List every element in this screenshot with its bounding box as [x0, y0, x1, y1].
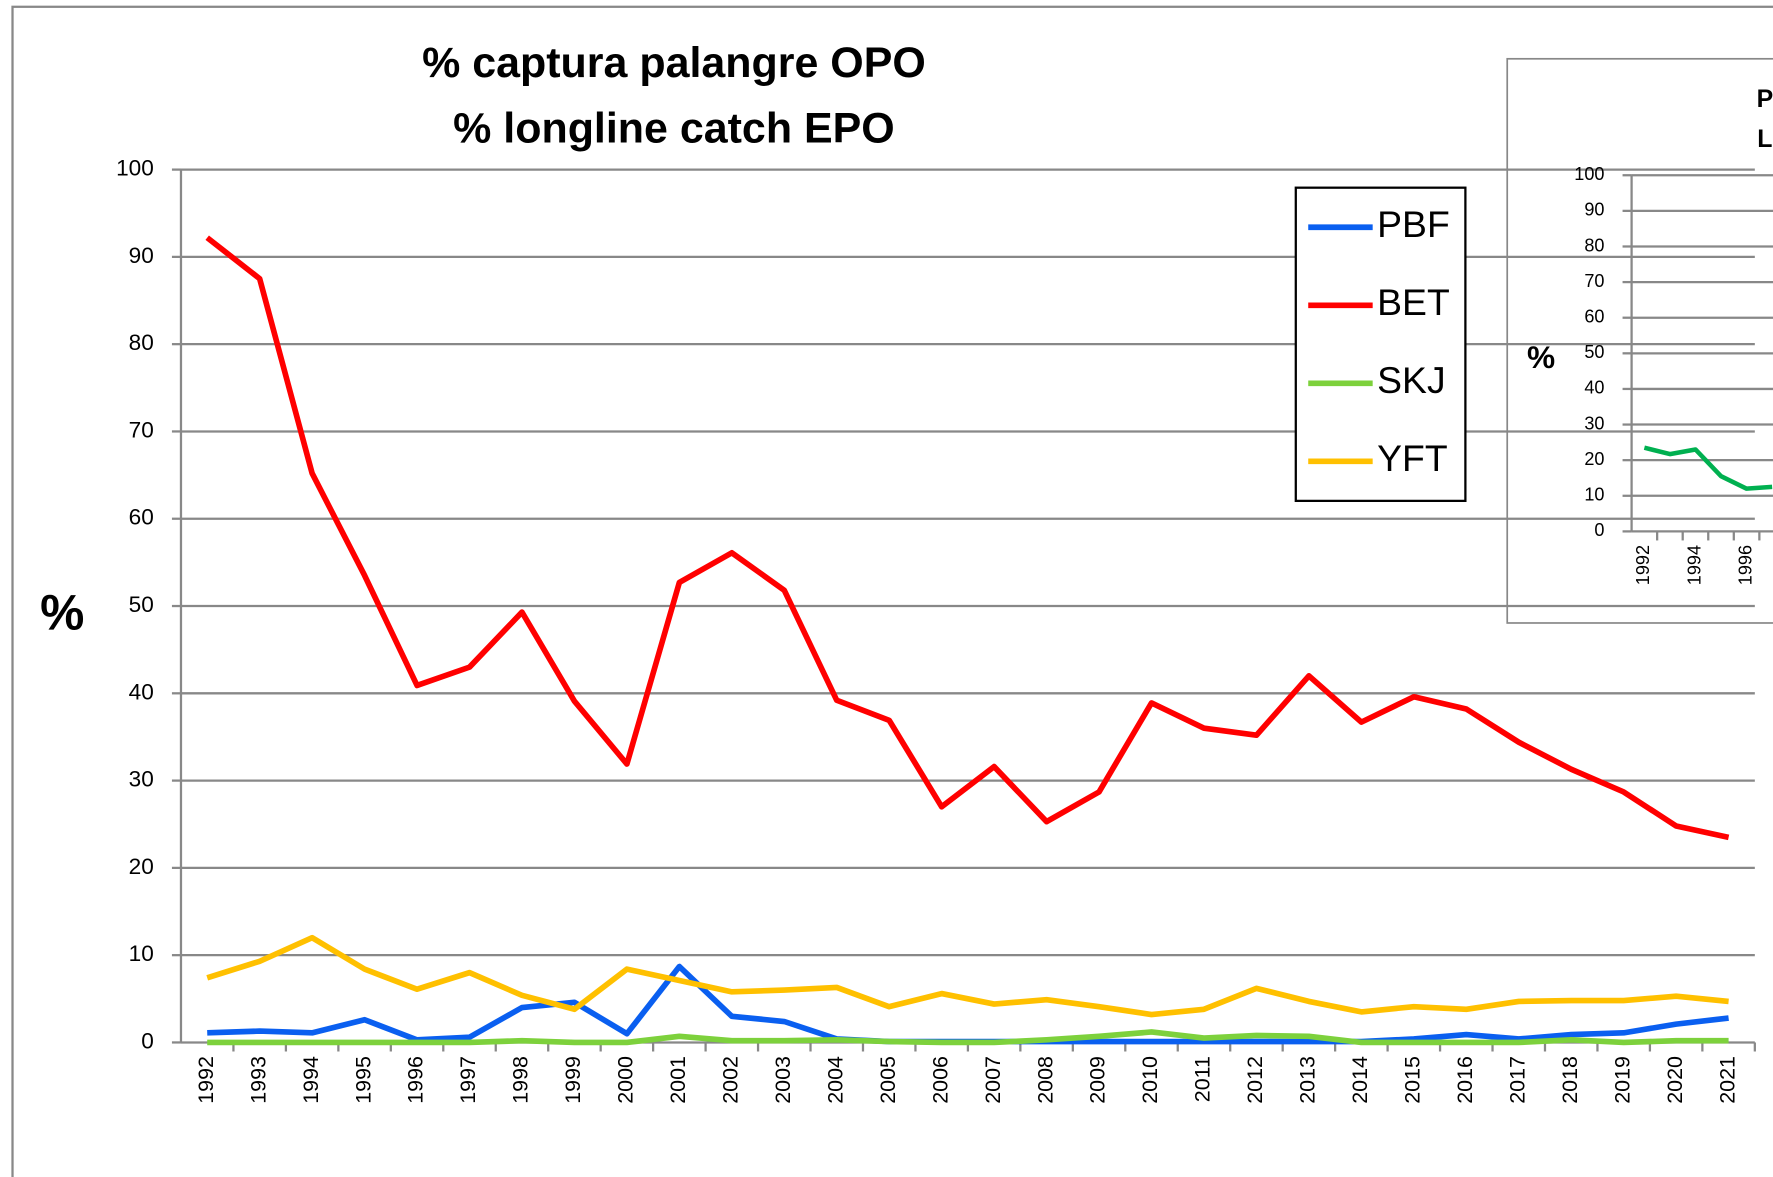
y-tick-label: 100	[1574, 164, 1604, 184]
x-tick-label: 1994	[1684, 545, 1704, 585]
y-tick-label: 0	[141, 1028, 154, 1053]
y-tick-label: 50	[1584, 342, 1604, 362]
x-tick-label: 2019	[1610, 1056, 1634, 1104]
x-tick-label: 2003	[771, 1056, 795, 1104]
x-tick-label: 2004	[823, 1056, 847, 1104]
series-line	[205, 235, 1730, 841]
legend-label: BET	[1377, 281, 1450, 323]
series-line	[206, 934, 1729, 1018]
y-tick-label: 40	[1584, 378, 1604, 398]
legend-label: YFT	[1377, 437, 1447, 479]
y-axis-label: %	[1527, 339, 1555, 375]
x-tick-label: 1996	[404, 1056, 428, 1104]
x-tick-label: 2008	[1033, 1056, 1057, 1104]
y-tick-label: 30	[129, 767, 154, 792]
legend-label: PBF	[1377, 203, 1450, 245]
x-tick-label: 2012	[1243, 1056, 1267, 1104]
x-tick-label: 2018	[1558, 1056, 1582, 1104]
legend-label: SKJ	[1377, 359, 1445, 401]
y-tick-label: 10	[1584, 485, 1604, 505]
x-tick-label: 2021	[1715, 1056, 1739, 1104]
chart-title: % captura palangre OPO	[422, 39, 926, 87]
x-tick-label: 2014	[1348, 1056, 1372, 1104]
chart-title: % longline catch EPO	[453, 104, 895, 152]
x-tick-label: 1996	[1735, 545, 1755, 585]
y-tick-label: 20	[1584, 449, 1604, 469]
x-tick-label: 1994	[299, 1056, 323, 1104]
x-tick-label: 2020	[1663, 1056, 1687, 1104]
x-tick-label: 2000	[614, 1056, 638, 1104]
y-tick-label: 100	[116, 156, 154, 181]
x-tick-label: 2007	[981, 1056, 1005, 1104]
x-tick-label: 2015	[1401, 1056, 1425, 1104]
x-tick-label: 1993	[246, 1056, 270, 1104]
y-tick-label: 90	[129, 243, 154, 268]
y-tick-label: 70	[129, 417, 154, 442]
x-tick-label: 2005	[876, 1056, 900, 1104]
x-tick-label: 1992	[1633, 545, 1653, 585]
y-tick-label: 0	[1594, 520, 1604, 540]
x-tick-label: 2009	[1086, 1056, 1110, 1104]
legend-box	[1294, 186, 1467, 503]
y-axis-label: %	[40, 584, 84, 640]
x-tick-label: 2016	[1453, 1056, 1477, 1104]
y-tick-label: 10	[129, 941, 154, 966]
series-line	[207, 1029, 1729, 1046]
x-tick-label: 1998	[509, 1056, 533, 1104]
y-tick-label: 50	[129, 592, 154, 617]
y-tick-label: 80	[1584, 235, 1604, 255]
x-tick-label: 2002	[718, 1056, 742, 1104]
chart-frame	[11, 5, 1773, 1177]
chart-title: Palangre	[1757, 85, 1773, 113]
y-tick-label: 30	[1584, 413, 1604, 433]
y-tick-label: 80	[129, 330, 154, 355]
y-tick-label: 70	[1584, 271, 1604, 291]
x-tick-label: 2010	[1138, 1056, 1162, 1104]
x-tick-label: 1992	[194, 1056, 218, 1104]
x-tick-label: 2006	[928, 1056, 952, 1104]
x-tick-label: 2001	[666, 1056, 690, 1104]
inset-frame	[1506, 57, 1773, 624]
series-line	[1643, 445, 1773, 491]
y-tick-label: 40	[129, 679, 154, 704]
x-tick-label: 1997	[456, 1056, 480, 1104]
x-tick-label: 2013	[1296, 1056, 1320, 1104]
x-tick-label: 2011	[1191, 1056, 1215, 1102]
x-tick-label: 1995	[351, 1056, 375, 1104]
x-tick-label: 1999	[561, 1056, 585, 1104]
y-tick-label: 20	[129, 854, 154, 879]
chart-title: Longline	[1757, 125, 1773, 153]
y-tick-label: 90	[1584, 200, 1604, 220]
y-tick-label: 60	[129, 505, 154, 530]
x-tick-label: 2017	[1505, 1056, 1529, 1104]
y-tick-label: 60	[1584, 306, 1604, 326]
